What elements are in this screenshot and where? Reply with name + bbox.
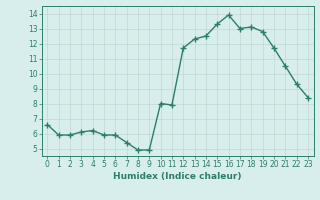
X-axis label: Humidex (Indice chaleur): Humidex (Indice chaleur) (113, 172, 242, 181)
